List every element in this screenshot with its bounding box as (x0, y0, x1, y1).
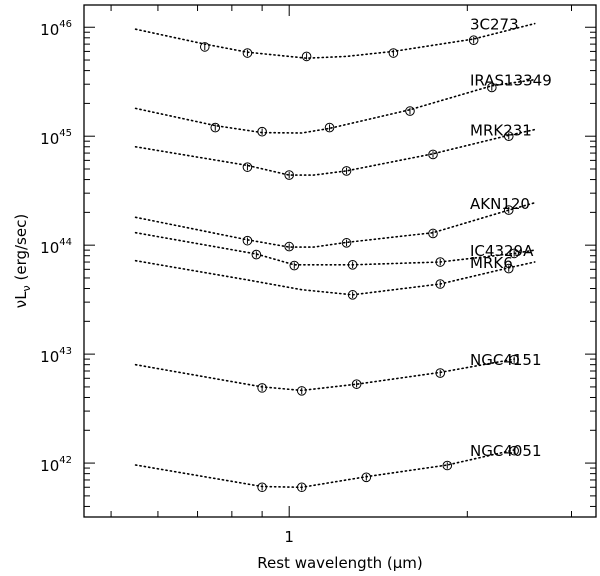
data-point (428, 228, 438, 239)
data-point (257, 383, 267, 393)
data-point (435, 279, 446, 289)
data-point (296, 482, 307, 493)
y-tick-labels: 1042 1043 1044 1045 1046 (40, 19, 72, 475)
data-point (435, 257, 446, 267)
data-point (242, 48, 253, 58)
y-tick-label: 1046 (40, 19, 72, 39)
data-point (503, 205, 514, 215)
data-point (251, 249, 262, 260)
series-mrk231 (134, 128, 536, 180)
y-tick-label: 1043 (40, 346, 72, 366)
series-label: NGC4051 (470, 442, 542, 460)
x-axis-title: Rest wavelength (μm) (257, 554, 422, 572)
data-point (509, 445, 519, 456)
y-axis-title: νLν (erg/sec) (12, 214, 33, 308)
series-curve (134, 78, 536, 134)
data-point (210, 122, 221, 133)
data-point (347, 260, 358, 270)
series-curve (134, 128, 536, 176)
series-label: MRK231 (470, 122, 532, 140)
data-point (242, 235, 253, 246)
y-tick-label: 1042 (40, 455, 72, 475)
series-curve (134, 358, 515, 392)
series-mrk6 (134, 259, 536, 300)
series-label: IRAS13349 (470, 72, 552, 90)
data-point (257, 482, 267, 493)
series-curve (134, 449, 515, 489)
series-label: MRK6 (470, 254, 513, 272)
data-point (509, 354, 519, 365)
data-point (284, 170, 294, 180)
data-point (405, 106, 415, 116)
series-iras13349 (134, 78, 536, 137)
data-point (509, 248, 519, 259)
data-point (296, 386, 307, 396)
data-point (487, 82, 497, 93)
series-ic4329a (134, 231, 536, 271)
data-point (284, 241, 294, 252)
data-point (341, 238, 352, 248)
series-label: IC4329A (470, 242, 534, 260)
series-curve (134, 202, 536, 248)
data-point (351, 379, 362, 389)
x-tick-label: 1 (284, 528, 294, 546)
series-label: NGC4151 (470, 351, 542, 369)
data-point (341, 166, 352, 176)
data-point (301, 51, 312, 62)
data-point (428, 149, 438, 160)
series-layer (134, 22, 536, 493)
y-tick-label: 1045 (40, 128, 72, 148)
y-tick-label: 1044 (40, 237, 72, 257)
data-point (388, 48, 399, 58)
data-point (361, 472, 372, 483)
data-point (503, 131, 514, 142)
series-akn120 (134, 202, 536, 252)
data-point (503, 263, 514, 274)
series-ngc4051 (134, 445, 519, 493)
data-point (435, 368, 446, 378)
data-point (242, 162, 253, 172)
series-curve (134, 22, 536, 60)
data-point (347, 290, 358, 300)
data-point (324, 122, 335, 133)
plot-frame (83, 4, 597, 518)
series-3c273 (134, 22, 536, 62)
data-point (468, 35, 479, 46)
data-point (199, 42, 210, 52)
series-label: AKN120 (470, 195, 530, 213)
series-label: 3C273 (470, 16, 519, 34)
data-point (442, 460, 453, 471)
data-point (257, 126, 267, 137)
axis-ticks (84, 5, 596, 517)
data-point (289, 260, 300, 271)
x-tick-labels: 1 (284, 528, 294, 546)
series-ngc4151 (134, 354, 519, 396)
